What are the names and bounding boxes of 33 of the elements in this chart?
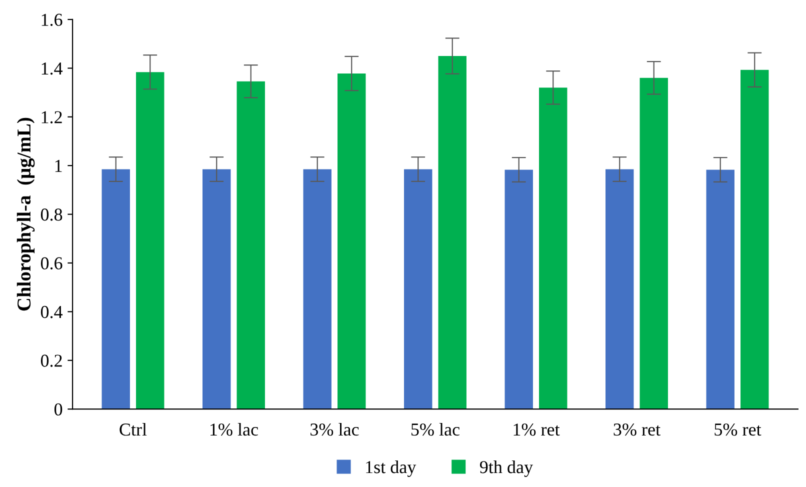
bar — [404, 169, 432, 410]
bar — [706, 170, 734, 410]
bar — [640, 78, 668, 410]
y-tick-label: 1 — [55, 160, 62, 172]
y-tick-label: 0.2 — [40, 354, 62, 367]
bar — [236, 81, 265, 410]
y-tick-label: 1.6 — [42, 14, 62, 26]
bar — [303, 169, 332, 410]
y-axis-title: Chlorophyll-a (µg/mL) — [16, 118, 35, 311]
legend-label: 9th day — [480, 460, 533, 477]
bar — [606, 169, 634, 410]
bar — [438, 56, 466, 410]
x-tick-label: 5% lac — [411, 422, 460, 436]
y-tick-label: 1.4 — [42, 62, 63, 75]
x-tick-label: 1% lac — [210, 422, 258, 436]
y-tick-label: 0.6 — [40, 257, 62, 270]
bar — [136, 72, 164, 410]
y-tick-label: 1.2 — [42, 111, 62, 124]
bar — [202, 169, 231, 410]
x-tick-label: 1% ret — [514, 423, 560, 436]
bar — [504, 170, 533, 410]
y-tick-label: 0.8 — [40, 208, 62, 221]
x-tick-label: 3% lac — [310, 422, 359, 436]
y-tick-label: 0 — [54, 403, 62, 416]
legend-label: 1st day — [366, 460, 416, 477]
bar — [102, 169, 130, 410]
bar — [338, 74, 366, 410]
x-tick-label: Ctrl — [120, 422, 147, 436]
bar — [539, 88, 568, 410]
bar — [740, 70, 769, 410]
x-tick-label: 5% ret — [714, 423, 762, 436]
x-tick-label: 3% ret — [614, 423, 660, 436]
y-tick-label: 0.4 — [40, 306, 63, 318]
